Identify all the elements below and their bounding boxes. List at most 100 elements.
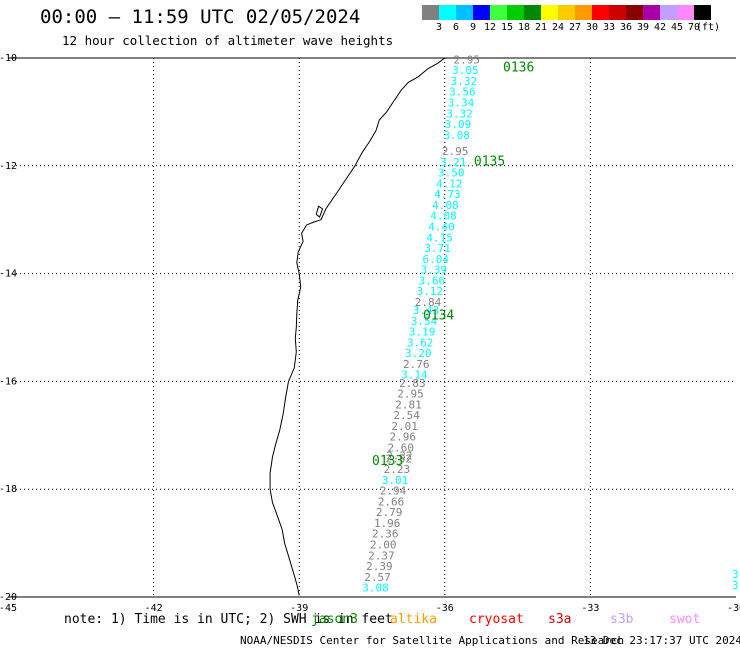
colorbar-swatch [456, 5, 473, 20]
wave-height-label: 2.37 [368, 549, 395, 562]
colorbar-swatch [643, 5, 660, 20]
colorbar-tick-label: 36 [619, 22, 633, 33]
colorbar-tick-label: 33 [602, 22, 616, 33]
lon-tick-label: -39 [290, 603, 308, 614]
lon-tick-label: -30 [727, 603, 740, 614]
colorbar-tick-label: 45 [670, 22, 684, 33]
wave-height-label: 3.71 [424, 242, 451, 255]
wave-height-label: 2.84 [415, 296, 442, 309]
colorbar-tick-label: 12 [483, 22, 497, 33]
wave-height-label: 3.20 [405, 347, 432, 360]
satellite-legend-item: cryosat [469, 612, 524, 627]
wave-height-label: 3.39 [421, 264, 448, 277]
page-subtitle: 12 hour collection of altimeter wave hei… [62, 33, 394, 48]
wave-height-label: 2.23 [384, 463, 411, 476]
colorbar-swatch [473, 5, 490, 20]
wave-height-label: 3.32 [451, 75, 478, 88]
wave-height-label: 3.43 [413, 304, 440, 317]
wave-height-label: 2.32 [386, 450, 413, 463]
lat-tick-label: -16 [0, 376, 17, 387]
lat-tick-label: -10 [0, 53, 17, 64]
colorbar-tick-label: 30 [585, 22, 599, 33]
colorbar-tick-label: 6 [452, 22, 460, 33]
lon-tick-label: -42 [145, 603, 163, 614]
wave-height-label: 2.95 [454, 53, 481, 66]
colorbar-swatch [558, 5, 575, 20]
wave-height-label: 2.01 [391, 420, 418, 433]
wave-height-label: 2.52 [386, 452, 413, 465]
footer-timestamp: 13 Dec 23:17:37 UTC 2024 [583, 634, 740, 647]
lon-tick-label: -36 [436, 603, 454, 614]
colorbar-tick-label: 70 [687, 22, 701, 33]
pass-id-label: 0134 [423, 308, 454, 323]
wave-height-label: 2.57 [364, 571, 391, 584]
wave-height-label: 3.32 [446, 107, 473, 120]
wave-height-label: 3.14 [401, 369, 428, 382]
wave-height-label: 4.73 [434, 188, 461, 201]
wave-height-label: 4.08 [432, 199, 459, 212]
colorbar-tick-label: 3 [435, 22, 443, 33]
wave-height-label: 3.09 [445, 118, 472, 131]
wave-height-label: 1.96 [374, 517, 401, 530]
wave-height-label: 4.40 [428, 220, 455, 233]
colorbar-swatch [694, 5, 711, 20]
wave-height-label: 3 [732, 568, 739, 581]
wave-height-label: 2.66 [378, 495, 405, 508]
pass-id-label: 0136 [503, 60, 534, 75]
wave-height-label: 4.15 [426, 231, 453, 244]
wave-height-label: 3.05 [452, 64, 479, 77]
wave-height-label: 2.95 [397, 388, 424, 401]
wave-height-label: 4.12 [436, 177, 463, 190]
colorbar-tick-label: 21 [534, 22, 548, 33]
colorbar-swatch [677, 5, 694, 20]
wave-height-label: 3.54 [411, 315, 438, 328]
wave-height-label: 3.56 [449, 86, 476, 99]
wave-height-label: 2.96 [389, 431, 416, 444]
wave-height-label: 3.66 [419, 274, 446, 287]
colorbar-swatch [592, 5, 609, 20]
colorbar-tick-label: 15 [500, 22, 514, 33]
wave-height-label: 3.50 [438, 167, 465, 180]
wave-height-label: 3.19 [409, 326, 436, 339]
colorbar-tick-label: 42 [653, 22, 667, 33]
wave-height-label: 3.21 [440, 156, 467, 169]
lat-tick-label: -12 [0, 161, 17, 172]
colorbar-swatch [541, 5, 558, 20]
satellite-legend-item: altika [390, 612, 437, 627]
wave-height-label: 3.01 [382, 474, 409, 487]
wave-height-label: 2.39 [366, 560, 393, 573]
wave-height-label: 3. [732, 579, 740, 592]
satellite-legend-item: swot [669, 612, 701, 627]
wave-height-label: 2.94 [380, 485, 407, 498]
colorbar-tick-label: 18 [517, 22, 531, 33]
wave-height-label: 4.08 [430, 210, 457, 223]
wave-height-label: 2.54 [393, 409, 420, 422]
colorbar-tick-label: 27 [568, 22, 582, 33]
lat-tick-label: -20 [0, 592, 17, 603]
wave-height-label: 6.04 [422, 253, 449, 266]
wave-height-label: 3.34 [448, 97, 475, 110]
colorbar-swatch [575, 5, 592, 20]
colorbar-swatch [609, 5, 626, 20]
wave-height-label: 2.81 [395, 398, 422, 411]
wave-height-label: 3.08 [362, 582, 389, 595]
wave-height-label: 2.76 [403, 358, 430, 371]
coastline [269, 57, 446, 596]
pass-id-label: 0135 [474, 155, 505, 170]
satellite-legend-item: s3b [610, 612, 634, 627]
lon-tick-label: -33 [581, 603, 599, 614]
wave-height-label: 3.08 [443, 129, 470, 142]
colorbar-unit: (ft) [695, 22, 721, 33]
lon-tick-label: -45 [0, 603, 17, 614]
colorbar-swatch [660, 5, 677, 20]
wave-height-label: 3.12 [417, 285, 444, 298]
wave-height-label: 2.79 [376, 506, 403, 519]
colorbar-tick-label: 9 [469, 22, 477, 33]
lat-tick-label: -18 [0, 484, 17, 495]
wave-height-label: 2.95 [442, 145, 469, 158]
wave-height-label: 2.36 [372, 528, 399, 541]
wave-height-label: 2.60 [388, 441, 415, 454]
colorbar-tick-label: 24 [551, 22, 565, 33]
